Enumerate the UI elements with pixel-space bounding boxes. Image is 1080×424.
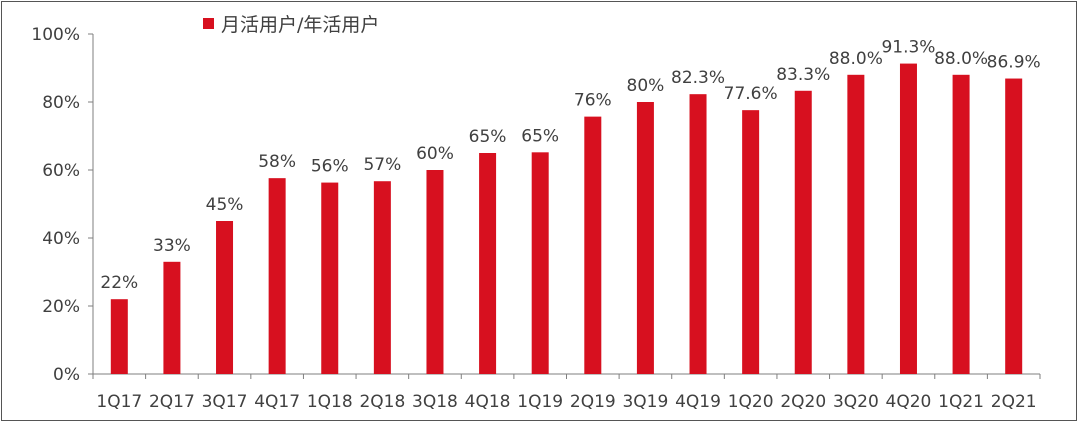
x-tick-label: 4Q19: [675, 392, 721, 412]
bar: [373, 181, 391, 374]
data-labels: 22% 33% 45% 58% 56% 57% 60% 65% 65% 76% 80% 82.3%77…: [100, 38, 1040, 294]
bar: [321, 182, 339, 374]
data-label: 80%: [627, 76, 665, 96]
x-tick-label: 2Q19: [570, 392, 616, 412]
data-label: 60%: [416, 144, 454, 164]
bar: [689, 94, 707, 375]
legend: 月活用户/年活用户: [203, 14, 379, 36]
y-tick-label: 100%: [31, 25, 80, 45]
bar: [1005, 78, 1023, 374]
data-label: 65%: [521, 126, 559, 146]
data-label: 22%: [100, 273, 138, 293]
bar: [742, 110, 760, 374]
y-tick-label: 0%: [53, 365, 80, 385]
x-tick-label: 1Q19: [517, 392, 563, 412]
y-tick-label: 60%: [42, 161, 80, 181]
data-label: 45%: [206, 195, 244, 215]
data-label: 91.3%: [881, 38, 935, 58]
data-label: 88.0%: [934, 49, 988, 69]
x-tick-label: 4Q20: [886, 392, 932, 412]
bar: [426, 170, 444, 374]
data-label: 76%: [574, 91, 612, 111]
y-tick-label: 20%: [42, 297, 80, 317]
data-label: 58%: [258, 152, 296, 172]
data-label: 65%: [469, 127, 507, 147]
bar: [794, 90, 812, 374]
axes: 0% 20% 40% 60% 80% 100% 1Q17 2Q17 3Q17 4Q17 1Q18 2Q…: [31, 25, 1041, 412]
x-tick-label: 2Q20: [780, 392, 826, 412]
data-label: 82.3%: [671, 68, 725, 88]
x-tick-label: 2Q18: [359, 392, 405, 412]
x-tick-label: 3Q19: [622, 392, 668, 412]
x-tick-label: 4Q17: [254, 392, 300, 412]
bar: [952, 74, 970, 375]
bar: [899, 63, 917, 374]
bar: [268, 178, 286, 374]
data-label: 88.0%: [829, 49, 883, 69]
x-tick-label: 3Q20: [833, 392, 879, 412]
x-tick-label: 2Q17: [149, 392, 195, 412]
x-tick-label: 1Q18: [307, 392, 353, 412]
data-label: 56%: [311, 157, 349, 177]
bar: [636, 102, 654, 374]
bars: [110, 63, 1023, 375]
legend-label: 月活用户/年活用户: [221, 14, 379, 36]
y-tick-label: 40%: [42, 229, 80, 249]
legend-swatch: [203, 18, 214, 29]
x-tick-label: 1Q21: [938, 392, 984, 412]
x-tick-label: 1Q20: [728, 392, 774, 412]
bar: [110, 299, 128, 374]
bar: [479, 153, 497, 374]
bar: [163, 261, 181, 374]
data-label: 57%: [363, 155, 401, 175]
data-label: 83.3%: [776, 65, 830, 85]
bar: [847, 74, 865, 375]
data-label: 33%: [153, 236, 191, 256]
x-tick-label: 3Q18: [412, 392, 458, 412]
bar: [584, 116, 602, 375]
x-tick-label: 2Q21: [991, 392, 1037, 412]
x-tick-label: 4Q18: [465, 392, 511, 412]
bar: [216, 221, 234, 374]
x-tick-label: 1Q17: [96, 392, 142, 412]
data-label: 77.6%: [724, 84, 778, 104]
y-tick-label: 80%: [42, 93, 80, 113]
data-label: 86.9%: [987, 53, 1041, 73]
bar: [531, 152, 549, 374]
x-tick-label: 3Q17: [202, 392, 248, 412]
